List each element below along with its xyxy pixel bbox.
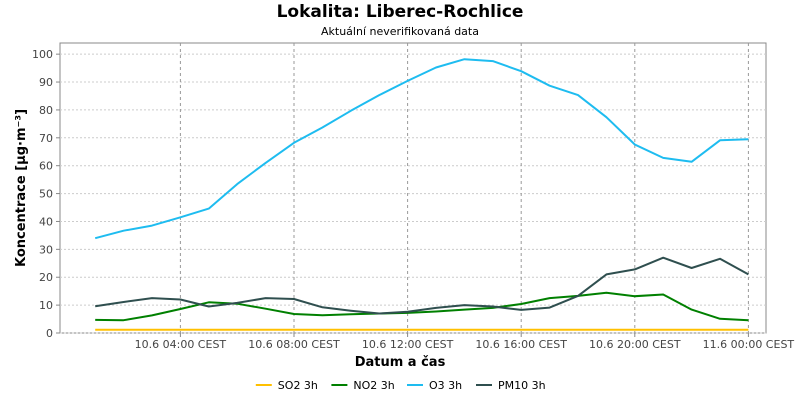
legend-label-pm10: PM10 3h — [498, 379, 546, 392]
y-tick-label: 100 — [32, 48, 53, 61]
x-axis-label: Datum a čas — [355, 355, 446, 370]
y-tick-label: 60 — [39, 160, 53, 173]
y-tick-label: 90 — [39, 76, 53, 89]
series-line-o3 — [94, 58, 749, 240]
y-tick-label: 0 — [46, 327, 53, 340]
axes: 0 10 20 30 40 50 60 70 80 90 100 10.6 04:00 CEST 10.… — [32, 48, 794, 351]
plot-area — [59, 42, 767, 334]
y-tick-label: 40 — [39, 215, 53, 228]
y-tick-label: 10 — [39, 299, 53, 312]
y-tick-label: 30 — [39, 243, 53, 256]
x-tick-label: 10.6 20:00 CEST — [589, 338, 681, 351]
gridlines — [60, 43, 766, 334]
y-tick-label: 80 — [39, 104, 53, 117]
series-lines — [94, 58, 749, 331]
y-tick-label: 50 — [39, 188, 53, 201]
x-tick-label: 11.6 00:00 CEST — [703, 338, 795, 351]
chart-subtitle: Aktuální neverifikovaná data — [321, 25, 479, 38]
y-tick-label: 70 — [39, 132, 53, 145]
legend-label-so2: SO2 3h — [278, 379, 318, 392]
chart-title: Lokalita: Liberec-Rochlice — [277, 2, 524, 22]
y-axis-label: Koncentrace [µg·m⁻³] — [14, 109, 29, 267]
legend: SO2 3h NO2 3h O3 3h PM10 3h — [255, 379, 546, 392]
series-line-pm10 — [95, 256, 749, 315]
x-tick-label: 10.6 08:00 CEST — [248, 338, 340, 351]
legend-label-o3: O3 3h — [429, 379, 462, 392]
x-tick-label: 10.6 04:00 CEST — [135, 338, 227, 351]
y-tick-label: 20 — [39, 271, 53, 284]
series-line-no2 — [95, 291, 749, 322]
x-tick-label: 10.6 12:00 CEST — [362, 338, 454, 351]
legend-label-no2: NO2 3h — [353, 379, 394, 392]
x-tick-label: 10.6 16:00 CEST — [475, 338, 567, 351]
